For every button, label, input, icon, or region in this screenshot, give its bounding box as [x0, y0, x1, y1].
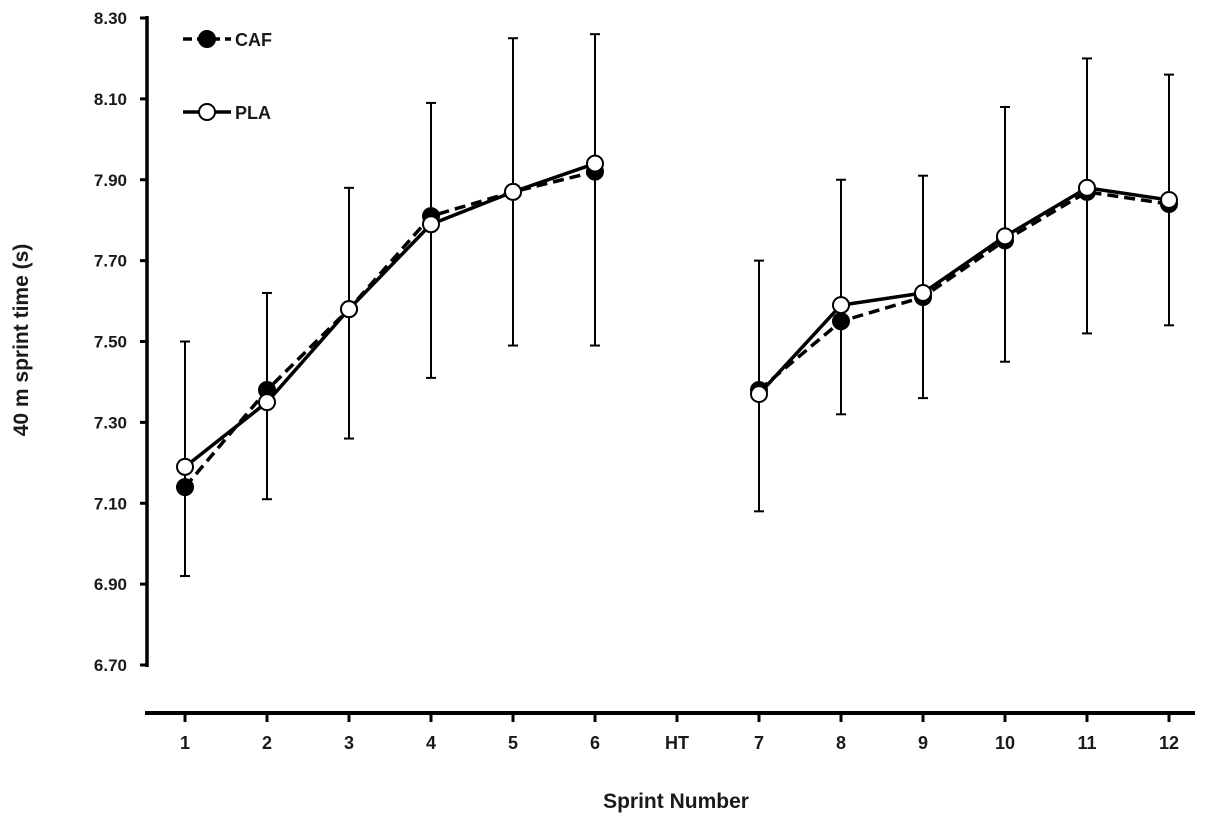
y-tick-label: 6.90: [94, 575, 127, 594]
x-tick-label: 11: [1077, 733, 1096, 753]
data-point-pla: [422, 215, 440, 234]
legend-item-pla: PLA: [183, 103, 271, 123]
data-point-pla: [176, 457, 194, 476]
legend: CAF PLA: [183, 30, 272, 123]
legend-marker-caf: [198, 30, 216, 48]
y-tick-label: 7.30: [94, 413, 127, 432]
x-tick-label: 10: [995, 733, 1015, 753]
x-axis: 1 2 3 4 5 6 HT 7 8 9 10 11 12: [145, 711, 1195, 753]
series-line-caf: [757, 190, 1170, 392]
x-axis-title: Sprint Number: [603, 790, 749, 813]
data-point-caf: [832, 312, 850, 331]
x-tick-label: HT: [665, 733, 689, 753]
legend-label-pla: PLA: [235, 103, 271, 123]
series-lines: [183, 161, 1170, 489]
y-axis: 8.30 8.10 7.90 7.70 7.50 7.30 7.10 6.90 6.70: [94, 9, 149, 675]
series-points: [176, 154, 1178, 497]
y-axis-title: 40 m sprint time (s): [10, 244, 33, 437]
x-tick-label: 5: [508, 733, 518, 753]
legend-marker-pla: [198, 103, 216, 121]
y-tick-label: 6.70: [94, 656, 127, 675]
data-point-pla: [750, 385, 768, 404]
legend-label-caf: CAF: [235, 30, 272, 50]
x-tick-label: 7: [754, 733, 764, 753]
x-tick-label: 1: [180, 733, 190, 753]
data-point-pla: [914, 283, 932, 302]
series-line-caf: [183, 169, 596, 489]
data-point-pla: [832, 296, 850, 315]
legend-item-caf: CAF: [183, 30, 272, 50]
x-tick-label: 6: [590, 733, 600, 753]
data-point-pla: [504, 182, 522, 201]
y-tick-label: 7.90: [94, 171, 127, 190]
y-ticks: 8.30 8.10 7.90 7.70 7.50 7.30 7.10 6.90 6.70: [94, 9, 147, 675]
series-line-pla: [757, 186, 1170, 396]
data-point-pla: [340, 300, 358, 319]
x-tick-label: 9: [918, 733, 928, 753]
y-tick-label: 8.30: [94, 9, 127, 28]
series-line-pla: [183, 161, 596, 469]
y-tick-label: 7.50: [94, 333, 127, 352]
x-tick-label: 2: [262, 733, 272, 753]
y-tick-label: 8.10: [94, 90, 127, 109]
data-point-pla: [996, 227, 1014, 246]
data-point-caf: [176, 478, 194, 497]
x-tick-label: 4: [426, 733, 436, 753]
y-tick-label: 7.70: [94, 252, 127, 271]
y-tick-label: 7.10: [94, 494, 127, 513]
x-tick-label: 3: [344, 733, 354, 753]
x-tick-label: 8: [836, 733, 846, 753]
data-point-pla: [586, 154, 604, 173]
data-point-pla: [258, 393, 276, 412]
data-point-pla: [1078, 178, 1096, 197]
x-tick-label: 12: [1159, 733, 1179, 753]
error-bars: [180, 33, 1174, 578]
data-point-pla: [1160, 190, 1178, 209]
x-ticks: 1 2 3 4 5 6 HT 7 8 9 10 11 12: [180, 713, 1179, 753]
